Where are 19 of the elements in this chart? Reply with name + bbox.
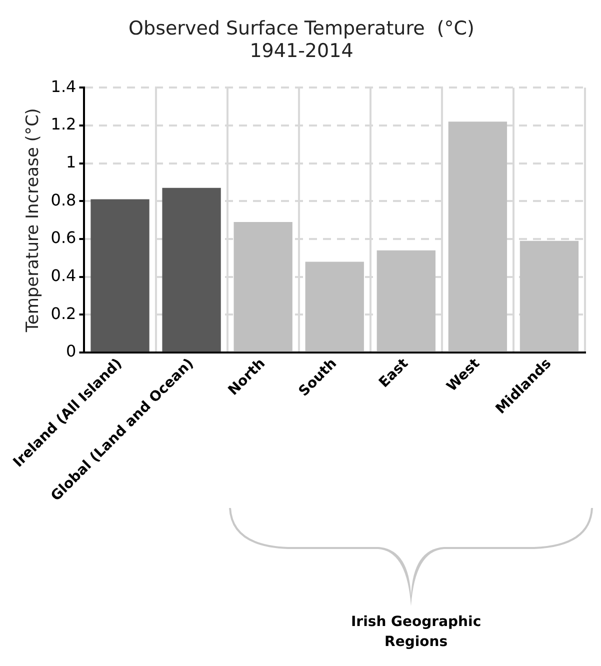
y-tick-label: 0.2 (50, 304, 76, 323)
chart-subtitle: 1941-2014 (250, 40, 354, 62)
bar (376, 250, 436, 352)
bar (305, 262, 364, 352)
y-tick-label: 0.6 (50, 228, 76, 248)
bar (234, 222, 292, 352)
bar (520, 240, 579, 352)
bar (448, 122, 508, 352)
y-tick-label: 0.4 (50, 266, 76, 286)
y-axis-title: Temperature Increase (°C) (23, 108, 44, 334)
bar (162, 188, 221, 352)
y-tick-label: 0 (66, 342, 76, 361)
y-tick-label: 0.8 (50, 190, 76, 210)
bar (90, 199, 150, 352)
chart-title: Observed Surface Temperature (°C) (128, 17, 474, 40)
y-tick-label: 1.4 (50, 76, 76, 96)
y-tick-label: 1 (66, 152, 76, 172)
y-tick-label: 1.2 (50, 114, 76, 134)
text: Irish Geographic Regions (350, 614, 482, 650)
